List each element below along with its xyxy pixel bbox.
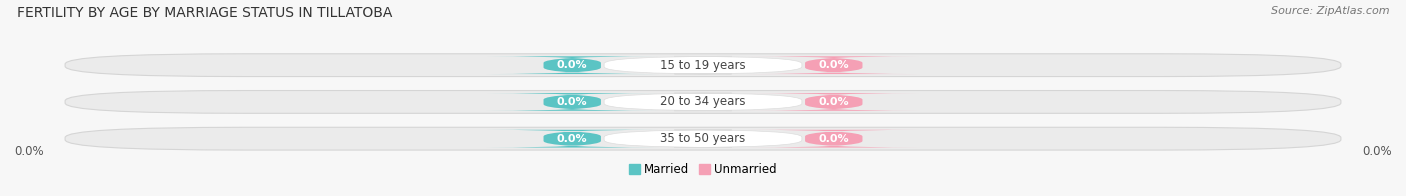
FancyBboxPatch shape <box>748 56 920 74</box>
Text: 0.0%: 0.0% <box>818 134 849 144</box>
FancyBboxPatch shape <box>65 127 1341 150</box>
Text: Source: ZipAtlas.com: Source: ZipAtlas.com <box>1271 6 1389 16</box>
FancyBboxPatch shape <box>748 130 920 148</box>
Text: 15 to 19 years: 15 to 19 years <box>661 59 745 72</box>
FancyBboxPatch shape <box>605 56 801 74</box>
Text: 0.0%: 0.0% <box>14 145 44 158</box>
FancyBboxPatch shape <box>486 130 658 148</box>
FancyBboxPatch shape <box>65 91 1341 113</box>
Text: FERTILITY BY AGE BY MARRIAGE STATUS IN TILLATOBA: FERTILITY BY AGE BY MARRIAGE STATUS IN T… <box>17 6 392 20</box>
Legend: Married, Unmarried: Married, Unmarried <box>628 163 778 176</box>
FancyBboxPatch shape <box>486 93 658 111</box>
Text: 0.0%: 0.0% <box>557 60 588 70</box>
Text: 0.0%: 0.0% <box>557 97 588 107</box>
FancyBboxPatch shape <box>605 130 801 148</box>
Text: 0.0%: 0.0% <box>818 60 849 70</box>
Text: 0.0%: 0.0% <box>1362 145 1392 158</box>
FancyBboxPatch shape <box>65 54 1341 77</box>
Text: 0.0%: 0.0% <box>818 97 849 107</box>
Text: 20 to 34 years: 20 to 34 years <box>661 95 745 108</box>
Text: 35 to 50 years: 35 to 50 years <box>661 132 745 145</box>
FancyBboxPatch shape <box>748 93 920 111</box>
FancyBboxPatch shape <box>486 56 658 74</box>
FancyBboxPatch shape <box>605 93 801 111</box>
Text: 0.0%: 0.0% <box>557 134 588 144</box>
